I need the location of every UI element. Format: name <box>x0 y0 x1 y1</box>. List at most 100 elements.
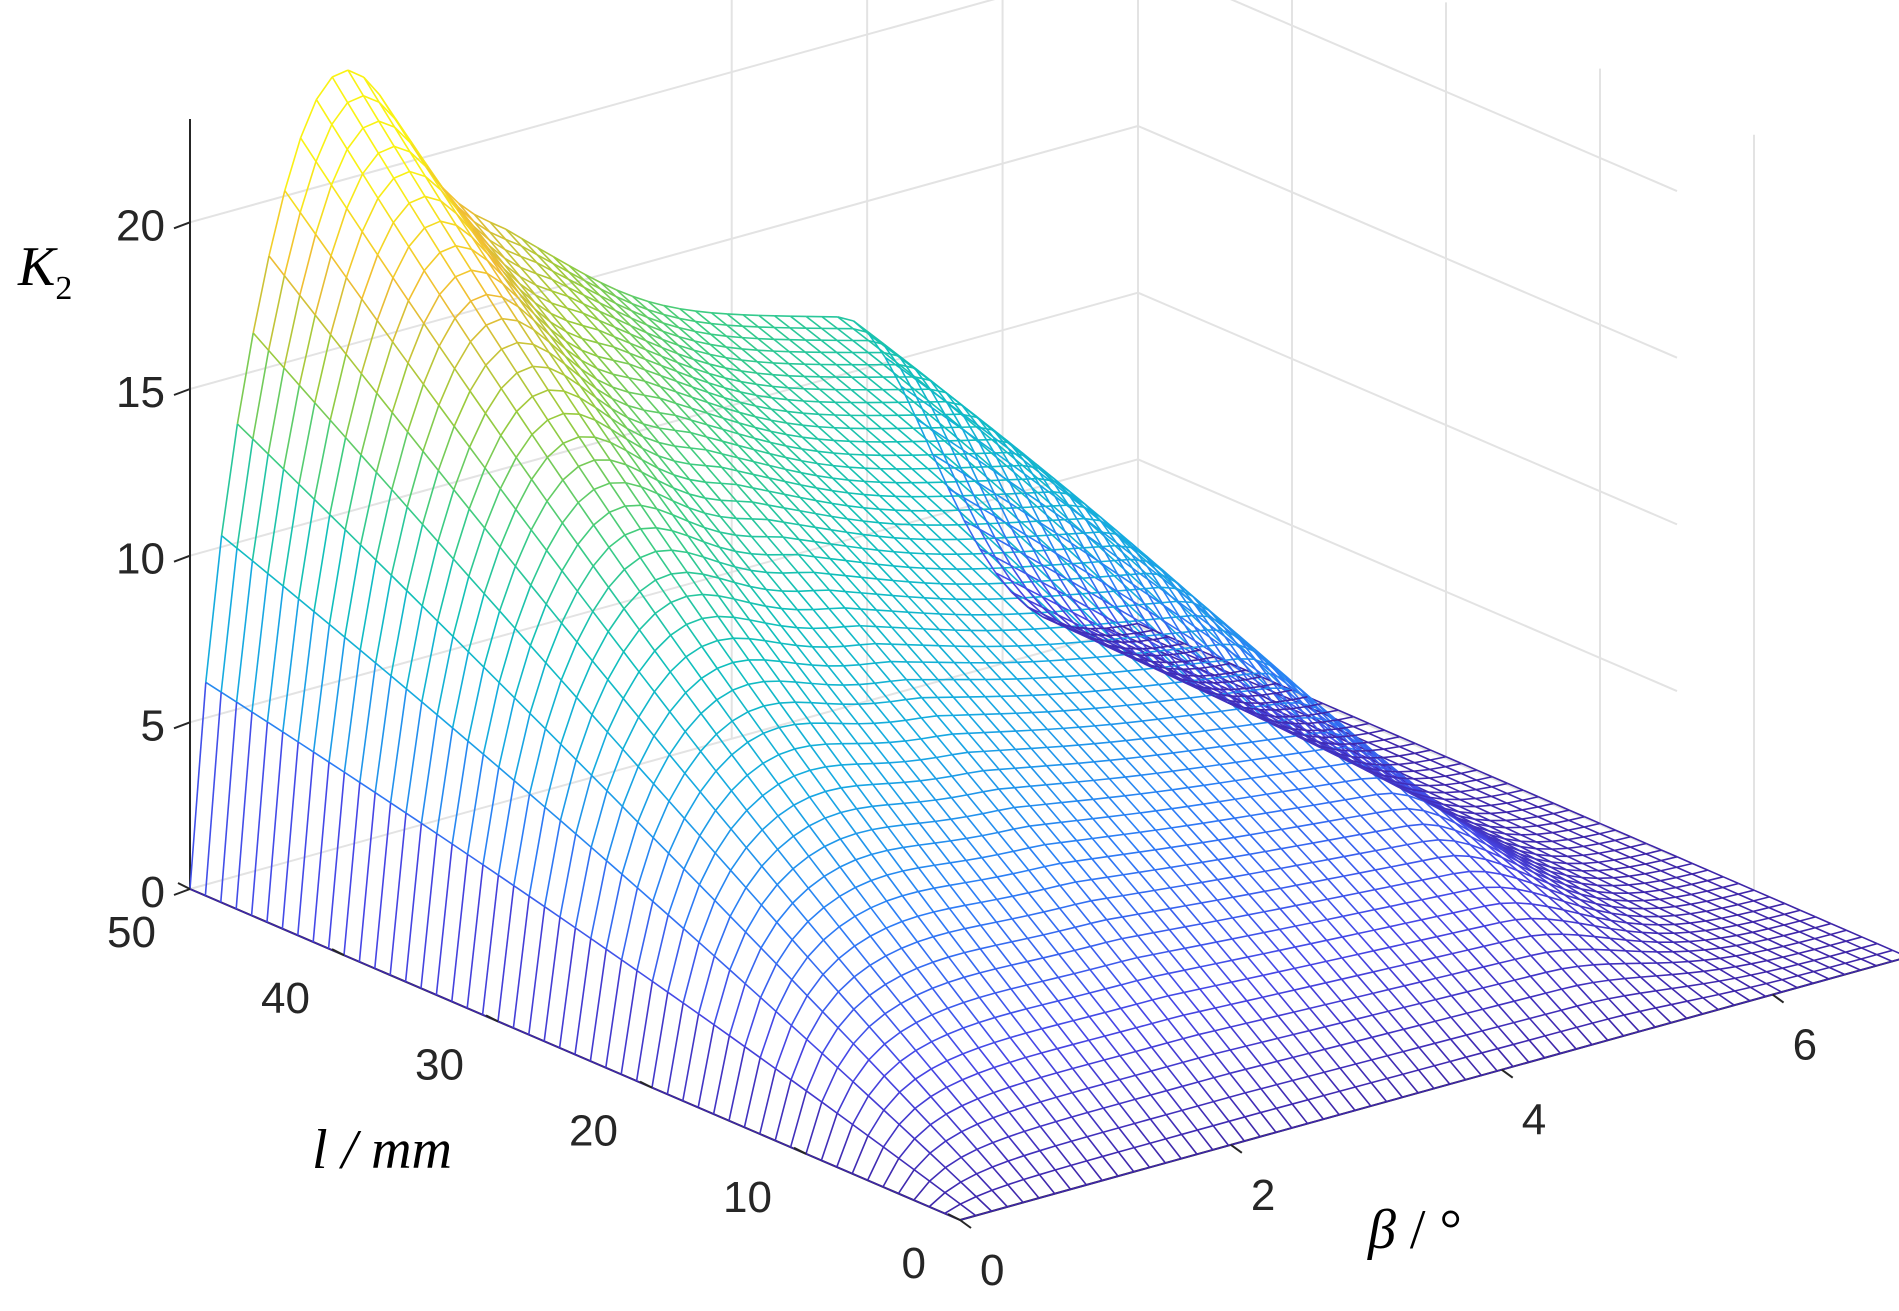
surface-mesh-line <box>1497 1026 1515 1045</box>
surface-mesh-line <box>1443 803 1460 808</box>
surface-mesh-line <box>999 767 1016 771</box>
surface-mesh-line <box>1023 1149 1041 1157</box>
surface-mesh-line <box>1497 1043 1514 1050</box>
surface-mesh-line <box>738 422 755 439</box>
surface-mesh-line <box>775 1010 792 1027</box>
surface-mesh-line <box>1016 678 1033 696</box>
surface-mesh-line <box>1814 927 1831 936</box>
surface-mesh-line <box>1170 864 1187 869</box>
surface-mesh-line <box>940 553 958 570</box>
surface-mesh-line <box>782 554 799 574</box>
surface-mesh-line <box>913 1169 931 1182</box>
surface-mesh-line <box>856 783 873 787</box>
surface-mesh-line <box>884 1002 902 1015</box>
surface-mesh-line <box>1056 1024 1074 1045</box>
surface-mesh-line <box>995 572 1012 582</box>
surface-mesh-line <box>1024 1125 1041 1133</box>
surface-mesh-line <box>838 895 856 917</box>
surface-mesh-line <box>1298 752 1315 770</box>
surface-mesh-line <box>393 126 411 153</box>
surface-mesh-line <box>1093 743 1111 761</box>
surface-mesh-line <box>1219 779 1236 784</box>
surface-mesh-line <box>1566 869 1583 879</box>
surface-mesh-line <box>892 594 909 598</box>
surface-mesh-line <box>1255 680 1273 703</box>
surface-mesh-line <box>575 833 592 848</box>
surface-mesh-line <box>1553 809 1570 815</box>
surface-mesh-line <box>1088 1039 1105 1061</box>
surface-mesh-line <box>1358 912 1375 931</box>
surface-mesh-line <box>1813 959 1830 969</box>
surface-mesh-line <box>1236 708 1253 726</box>
surface-mesh-line <box>315 99 333 125</box>
surface-mesh-line <box>1357 950 1374 956</box>
surface-mesh-line <box>529 645 547 664</box>
surface-mesh-line <box>1403 985 1421 1005</box>
surface-mesh-line <box>406 431 424 452</box>
surface-mesh-line <box>670 595 688 604</box>
surface-mesh-line <box>776 868 794 886</box>
surface-mesh-line <box>763 702 780 707</box>
surface-mesh-line <box>987 583 1004 600</box>
surface-mesh-line <box>949 862 967 884</box>
surface-mesh-line <box>564 363 581 387</box>
surface-mesh-line <box>1008 1086 1026 1108</box>
surface-mesh-line <box>1399 736 1416 745</box>
surface-mesh-line <box>1077 781 1094 800</box>
surface-mesh-line <box>521 238 538 256</box>
surface-mesh-line <box>1528 1035 1546 1041</box>
surface-mesh-line <box>1628 875 1645 884</box>
surface-mesh-line <box>791 979 808 997</box>
surface-mesh-line <box>1658 915 1675 926</box>
surface-mesh-line <box>1611 905 1628 917</box>
surface-mesh-line <box>1252 721 1269 726</box>
surface-mesh-line <box>1354 1105 1372 1112</box>
surface-mesh-line <box>1282 754 1300 772</box>
surface-mesh-line <box>779 660 797 683</box>
surface-mesh-line <box>766 554 784 574</box>
surface-mesh-line <box>1087 1063 1105 1085</box>
surface-mesh-line <box>1171 805 1188 810</box>
surface-mesh-line <box>1470 835 1487 846</box>
surface-mesh-line <box>860 576 878 595</box>
surface-mesh-line <box>549 328 567 350</box>
surface-mesh-line <box>1658 914 1675 918</box>
surface-mesh-line <box>682 1013 700 1101</box>
surface-mesh-line <box>1453 870 1470 875</box>
surface-mesh-line <box>662 322 680 338</box>
surface-mesh-line <box>1088 1016 1106 1037</box>
surface-mesh-line <box>1560 1005 1578 1011</box>
surface-mesh-line <box>956 538 974 555</box>
surface-mesh-line <box>1627 900 1644 910</box>
surface-mesh-line <box>1154 849 1172 868</box>
surface-mesh-line <box>1371 1054 1388 1061</box>
surface-mesh-line <box>1166 1061 1184 1068</box>
surface-mesh-line <box>948 951 965 958</box>
surface-mesh-line <box>792 887 809 904</box>
surface-mesh-line <box>990 452 1008 467</box>
surface-mesh-line <box>773 338 790 353</box>
surface-mesh-line <box>1298 785 1315 790</box>
surface-mesh-line <box>1344 817 1361 835</box>
surface-mesh-line <box>1529 975 1547 994</box>
surface-mesh-line <box>639 579 657 593</box>
surface-mesh-line <box>1546 933 1563 951</box>
surface-mesh-line <box>955 583 973 600</box>
surface-mesh-line <box>976 1141 994 1151</box>
surface-mesh-line <box>766 536 784 556</box>
surface-mesh-line <box>678 327 695 342</box>
surface-mesh-line <box>1390 885 1407 904</box>
surface-mesh-line <box>718 577 735 584</box>
surface-mesh-line <box>299 137 317 162</box>
surface-mesh-line <box>566 307 584 327</box>
surface-mesh-line <box>1640 962 1657 977</box>
surface-mesh-line <box>1641 940 1658 953</box>
surface-mesh-line <box>500 348 518 374</box>
surface-mesh-line <box>821 1027 839 1054</box>
surface-mesh-line <box>1372 1010 1389 1016</box>
surface-mesh-line <box>1182 1038 1200 1059</box>
surface-mesh-line <box>1351 759 1368 765</box>
surface-mesh-line <box>1722 886 1739 895</box>
surface-mesh-line <box>1608 1014 1625 1020</box>
surface-mesh-line <box>1072 1063 1089 1070</box>
